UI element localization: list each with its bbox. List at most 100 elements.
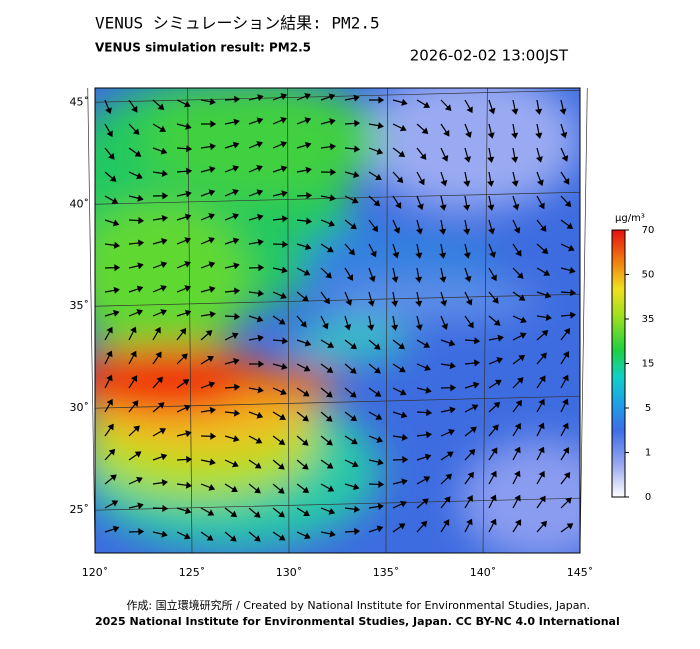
wind-arrow [152, 479, 168, 487]
wind-arrow [344, 459, 359, 468]
wind-arrow [416, 123, 429, 135]
wind-arrow [488, 379, 502, 389]
wind-arrow [368, 363, 381, 374]
wind-arrow [440, 451, 454, 461]
wind-arrow [248, 165, 263, 173]
wind-arrow [200, 356, 214, 365]
wind-arrow [415, 291, 423, 307]
title: VENUS シミュレーション結果: PM2.5 [95, 14, 380, 33]
credit: 作成: 国立環境研究所 / Created by National Instit… [126, 598, 590, 612]
wind-arrow [128, 194, 144, 202]
parallel [94, 395, 581, 409]
wind-arrow [128, 216, 145, 225]
wind-arrow [104, 398, 113, 413]
wind-arrow [104, 326, 113, 341]
wind-arrow [464, 123, 472, 139]
wind-arrow [224, 358, 240, 365]
wind-arrow [224, 459, 239, 468]
colorbar-tick-label: 50 [642, 270, 655, 281]
wind-arrow [344, 505, 361, 513]
wind-arrow [320, 118, 336, 126]
wind-arrow [416, 147, 427, 160]
wind-arrow [152, 453, 168, 461]
wind-arrow [272, 411, 286, 420]
wind-arrow [487, 171, 495, 187]
wind-arrow [176, 379, 190, 389]
wind-arrow [488, 401, 501, 413]
wind-arrow [464, 267, 472, 283]
wind-arrow [344, 267, 353, 281]
wind-arrow [391, 267, 399, 283]
wind-arrow [416, 431, 433, 439]
parallel [94, 191, 581, 205]
wind-arrow [440, 291, 448, 307]
wind-arrow [128, 400, 139, 413]
wind-arrow [200, 330, 213, 341]
wind-arrow [176, 285, 192, 293]
wind-arrow [128, 239, 145, 247]
wind-arrow [416, 520, 428, 533]
wind-arrow [224, 332, 239, 341]
wind-arrow [128, 262, 144, 270]
wind-arrow [104, 99, 112, 115]
wind-arrow [248, 360, 265, 368]
wind-arrow [320, 507, 336, 515]
meridian [579, 87, 588, 554]
wind-arrow [464, 291, 473, 306]
wind-arrow [367, 315, 375, 331]
wind-arrow [224, 237, 240, 245]
wind-arrow [464, 426, 477, 437]
y-tick-label: 45˚ [70, 95, 90, 108]
wind-arrow [224, 287, 241, 295]
wind-arrow [560, 374, 569, 389]
wind-arrow [128, 528, 145, 536]
wind-arrow [560, 523, 574, 533]
wind-arrow [296, 291, 309, 302]
wind-arrow [559, 99, 567, 115]
colorbar-tick-label: 35 [642, 314, 655, 325]
wind-arrow [440, 339, 456, 347]
colorbar-tick-label: 70 [642, 225, 655, 236]
wind-arrow [344, 94, 360, 102]
wind-arrow [416, 453, 432, 461]
wind-arrow [176, 430, 192, 438]
wind-arrow [368, 435, 384, 443]
wind-arrow [368, 96, 385, 104]
wind-arrow [200, 483, 216, 491]
wind-arrow [464, 518, 473, 533]
wind-arrow [344, 339, 357, 350]
wind-arrow [296, 435, 309, 446]
wind-arrow [440, 406, 456, 414]
wind-arrow [536, 352, 547, 365]
wind-arrow [511, 99, 519, 115]
meridian [187, 87, 193, 554]
wind-arrow [392, 478, 408, 486]
wind-arrow [440, 315, 448, 330]
wind-arrow [392, 195, 402, 209]
wind-arrow [464, 99, 473, 114]
wind-arrow [104, 123, 113, 138]
wind-arrow [224, 409, 241, 417]
wind-arrow [296, 483, 310, 494]
wind-arrow [320, 435, 333, 446]
wind-arrow [272, 141, 288, 149]
wind-arrow [296, 315, 307, 328]
wind-vectors [104, 93, 577, 542]
wind-arrow [560, 147, 569, 162]
wind-arrow [128, 99, 138, 113]
wind-arrow [536, 375, 546, 389]
wind-arrow [392, 456, 409, 464]
wind-arrow [416, 339, 431, 348]
wind-arrow [272, 337, 289, 345]
wind-arrow [176, 190, 192, 198]
wind-arrow [152, 309, 167, 317]
wind-arrow [128, 123, 140, 135]
wind-arrow [104, 264, 121, 272]
wind-arrow [320, 387, 333, 398]
wind-arrow [368, 267, 376, 283]
wind-arrow [367, 291, 375, 307]
y-tick-label: 25˚ [70, 503, 90, 516]
wind-arrow [368, 195, 381, 207]
wind-arrow [248, 289, 264, 297]
wind-arrow [128, 171, 143, 180]
